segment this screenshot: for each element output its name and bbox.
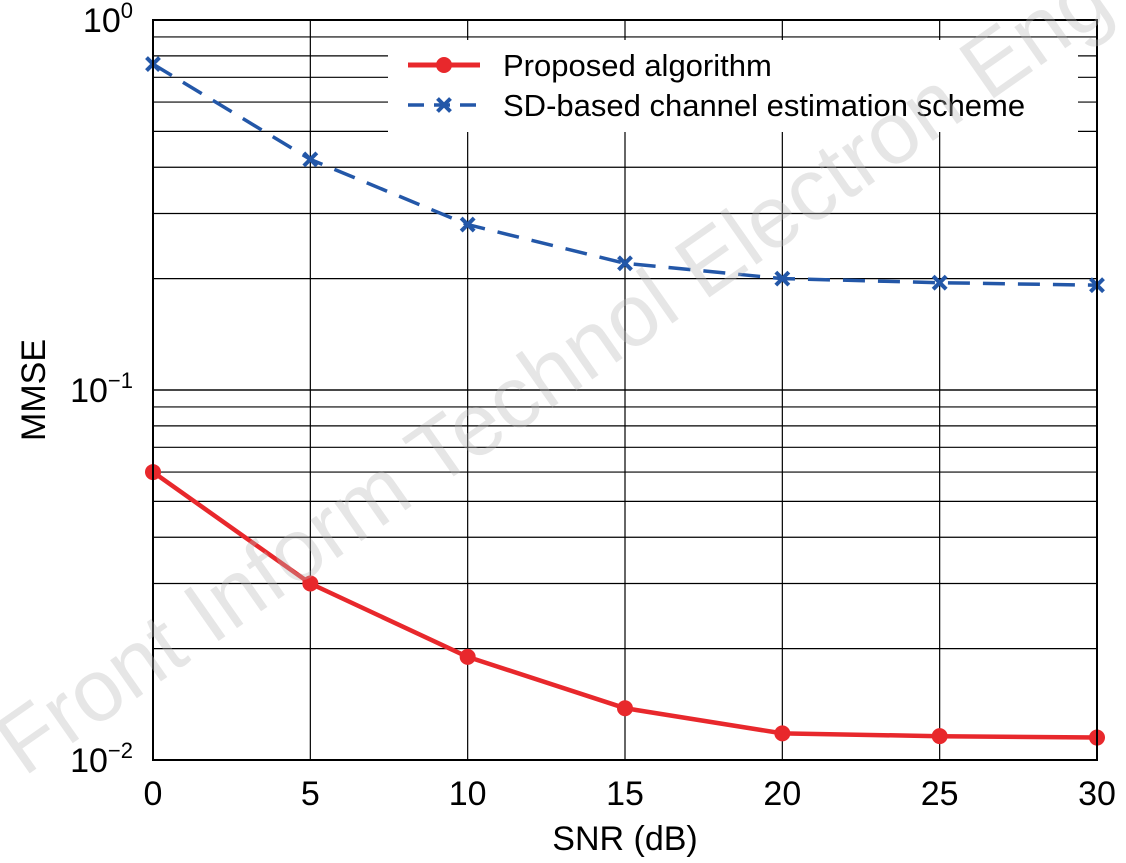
data-point-circle [459,648,476,665]
y-tick-base: 10 [70,742,108,780]
y-tick-exponent: 0 [121,0,133,23]
legend-marker-x [436,97,452,113]
x-marker-stroke [302,151,319,168]
x-axis-label: SNR (dB) [552,820,697,858]
x-tick-label: 25 [921,775,959,813]
x-marker-stroke [774,270,791,287]
data-point-circle [617,700,633,717]
legend-label-1: Proposed algorithm [503,48,772,83]
plot-frame [152,19,1098,761]
y-tick-label: 10−2 [70,738,133,780]
y-tick-exponent: −2 [108,738,133,763]
data-point-x [459,216,476,233]
legend-box [388,40,1078,132]
legend: Proposed algorithm SD-based channel estim… [388,40,1078,132]
legend-marker-circle [436,57,452,73]
data-point-x [931,274,948,291]
y-tick-label: 100 [83,0,133,40]
x-tick-label: 15 [606,775,644,813]
y-tick-base: 10 [70,372,108,410]
y-tick-base: 10 [83,2,121,40]
data-point-x [302,151,319,168]
series-layer [145,56,1105,746]
data-point-circle [774,725,791,742]
x-tick-label: 5 [301,775,320,813]
data-point-x [774,270,791,287]
data-point-circle [302,575,319,592]
x-marker-stroke [617,255,633,272]
legend-label-2: SD-based channel estimation scheme [503,88,1025,123]
data-point-circle [931,728,948,745]
x-tick-label: 30 [1078,775,1116,813]
x-tick-label: 20 [763,775,801,813]
y-axis-label: MMSE [15,339,53,441]
x-marker-stroke [931,274,948,291]
data-point-x [617,255,633,272]
y-tick-label: 10−1 [70,368,133,410]
x-tick-label: 0 [144,775,163,813]
x-marker-stroke [459,216,476,233]
y-tick-exponent: −1 [108,368,133,393]
x-tick-label: 10 [449,775,487,813]
